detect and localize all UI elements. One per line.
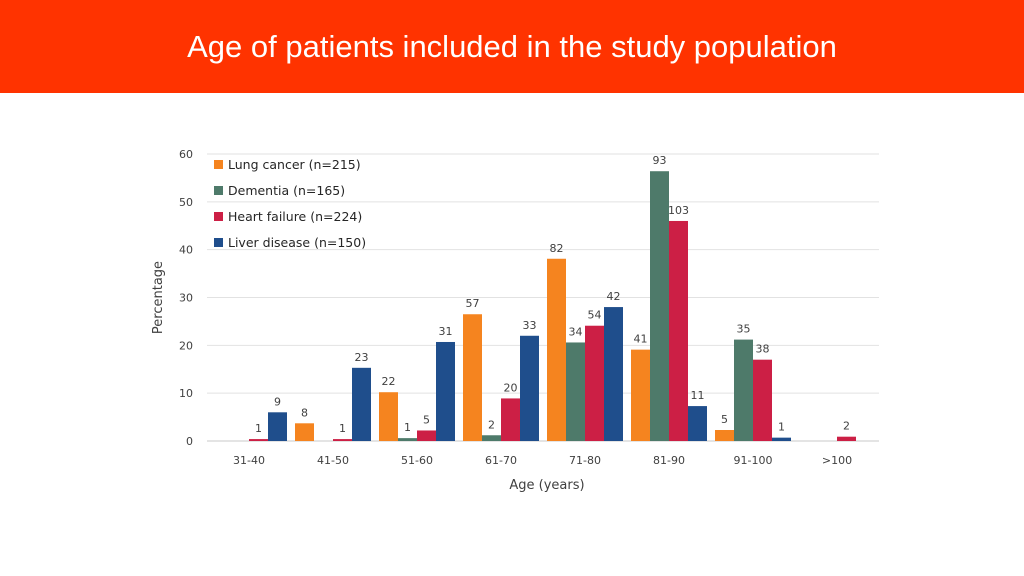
x-tick-label: 61-70 xyxy=(485,454,517,467)
legend-label: Lung cancer (n=215) xyxy=(228,157,361,172)
x-tick-label: 51-60 xyxy=(401,454,433,467)
bar-3-4 xyxy=(604,307,623,441)
data-label: 1 xyxy=(339,422,346,435)
bar-3-0 xyxy=(268,412,287,441)
data-label: 23 xyxy=(355,351,369,364)
data-label: 82 xyxy=(550,242,564,255)
y-axis-title: Percentage xyxy=(151,261,166,334)
bar-0-4 xyxy=(547,258,566,441)
legend-label: Liver disease (n=150) xyxy=(228,235,366,250)
y-tick-label: 0 xyxy=(186,435,193,448)
data-label: 8 xyxy=(301,406,308,419)
bar-1-5 xyxy=(650,171,669,441)
data-label: 35 xyxy=(737,323,751,336)
legend-swatch xyxy=(214,160,223,169)
y-tick-label: 20 xyxy=(179,339,193,352)
bar-1-3 xyxy=(482,435,501,441)
data-label: 1 xyxy=(255,422,262,435)
bar-3-2 xyxy=(436,341,455,441)
data-label: 93 xyxy=(653,154,667,167)
legend-swatch xyxy=(214,186,223,195)
bar-2-1 xyxy=(333,439,352,441)
legend-label: Heart failure (n=224) xyxy=(228,209,362,224)
bar-2-6 xyxy=(753,359,772,441)
data-label: 41 xyxy=(634,333,648,346)
x-tick-label: 41-50 xyxy=(317,454,349,467)
data-label: 103 xyxy=(668,204,689,217)
x-tick-label: 31-40 xyxy=(233,454,265,467)
data-label: 1 xyxy=(404,421,411,434)
bar-0-3 xyxy=(463,314,482,441)
bar-0-6 xyxy=(715,429,734,441)
data-label: 2 xyxy=(843,420,850,433)
x-tick-label: 91-100 xyxy=(734,454,773,467)
page-title: Age of patients included in the study po… xyxy=(187,29,837,64)
data-label: 5 xyxy=(721,413,728,426)
y-tick-label: 50 xyxy=(179,196,193,209)
bar-1-4 xyxy=(566,342,585,441)
x-axis-title: Age (years) xyxy=(509,478,584,493)
legend-swatch xyxy=(214,238,223,247)
data-label: 2 xyxy=(488,418,495,431)
x-tick-label: >100 xyxy=(822,454,852,467)
data-label: 54 xyxy=(588,309,602,322)
bar-3-6 xyxy=(772,437,791,441)
data-label: 34 xyxy=(569,325,583,338)
bar-2-7 xyxy=(837,436,856,441)
data-label: 5 xyxy=(423,413,430,426)
bar-2-2 xyxy=(417,430,436,441)
bar-2-5 xyxy=(669,220,688,441)
data-label: 33 xyxy=(523,319,537,332)
data-label: 57 xyxy=(466,297,480,310)
bar-2-4 xyxy=(585,325,604,441)
data-label: 11 xyxy=(691,389,705,402)
title-banner xyxy=(0,0,1024,93)
y-tick-label: 30 xyxy=(179,292,193,305)
x-tick-label: 71-80 xyxy=(569,454,601,467)
bar-1-2 xyxy=(398,438,417,441)
bar-3-5 xyxy=(688,406,707,441)
data-label: 22 xyxy=(382,375,396,388)
y-tick-label: 40 xyxy=(179,244,193,257)
data-label: 31 xyxy=(439,325,453,338)
bar-2-3 xyxy=(501,398,520,441)
bar-1-6 xyxy=(734,339,753,441)
bar-3-1 xyxy=(352,367,371,441)
data-label: 20 xyxy=(504,381,518,394)
bar-3-3 xyxy=(520,335,539,441)
x-tick-label: 81-90 xyxy=(653,454,685,467)
legend-swatch xyxy=(214,212,223,221)
y-tick-label: 60 xyxy=(179,148,193,161)
data-label: 38 xyxy=(756,343,770,356)
bar-0-5 xyxy=(631,349,650,441)
bar-0-1 xyxy=(295,423,314,441)
bar-2-0 xyxy=(249,439,268,441)
data-label: 42 xyxy=(607,290,621,303)
legend-label: Dementia (n=165) xyxy=(228,183,345,198)
data-label: 1 xyxy=(778,421,785,434)
bar-0-2 xyxy=(379,392,398,441)
data-label: 9 xyxy=(274,395,281,408)
y-tick-label: 10 xyxy=(179,387,193,400)
